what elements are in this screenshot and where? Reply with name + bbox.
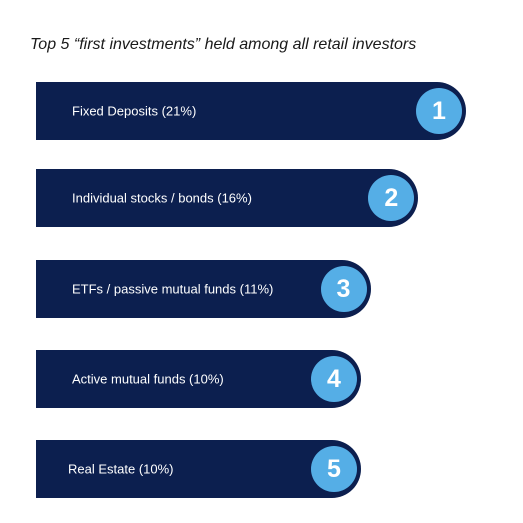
rank-number-badge: 2 [368,175,415,221]
rank-number-badge: 5 [311,446,357,492]
rank-bar: Real Estate (10%) 5 [36,440,361,498]
rank-label: Fixed Deposits (21%) [72,103,197,119]
rank-number-badge: 1 [416,88,462,134]
chart-title: Top 5 “first investments” held among all… [30,36,417,53]
rank-bar: Active mutual funds (10%) 4 [36,350,361,408]
rank-bar: Fixed Deposits (21%) 1 [36,82,466,140]
rank-bar: Individual stocks / bonds (16%) 2 [36,169,419,227]
rank-label: Active mutual funds (10%) [72,371,224,387]
rank-number-badge: 4 [311,356,357,402]
rank-bar: ETFs / passive mutual funds (11%) 3 [36,260,371,318]
rank-number-badge: 3 [320,266,367,312]
rank-label: Individual stocks / bonds (16%) [72,190,252,206]
rank-label: Real Estate (10%) [68,461,174,477]
rank-label: ETFs / passive mutual funds (11%) [72,281,274,297]
